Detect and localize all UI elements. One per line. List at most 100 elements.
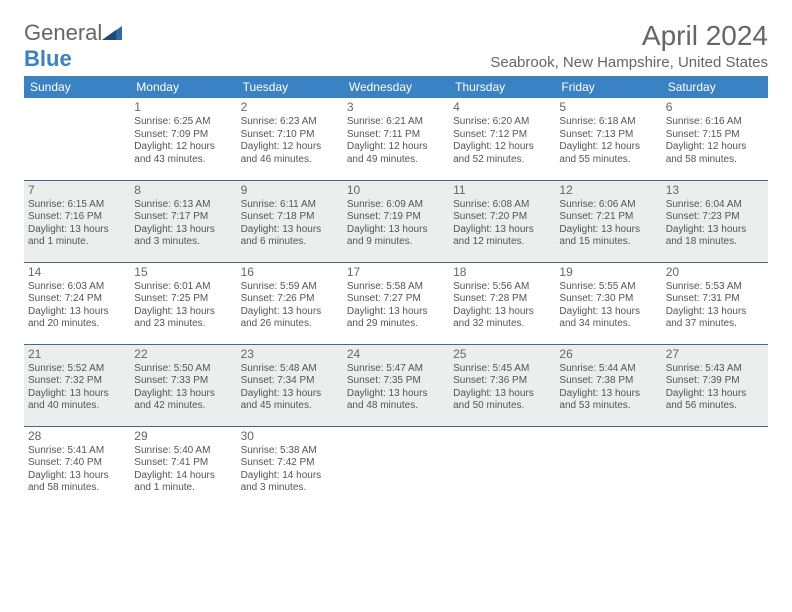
day-detail-line: Daylight: 13 hours [559,388,657,401]
day-number: 19 [559,265,657,280]
day-detail-line: Daylight: 13 hours [559,224,657,237]
day-detail-line: Sunset: 7:15 PM [666,129,764,142]
day-detail-line: Daylight: 13 hours [453,306,551,319]
calendar-header-row: SundayMondayTuesdayWednesdayThursdayFrid… [24,76,768,98]
day-detail-line: Daylight: 13 hours [347,388,445,401]
day-detail-line: Sunset: 7:16 PM [28,211,126,224]
day-detail-line: Sunset: 7:23 PM [666,211,764,224]
day-number: 12 [559,183,657,198]
day-detail-line: Daylight: 12 hours [134,141,232,154]
day-detail-line: and 1 minute. [134,482,232,495]
day-detail-line: and 43 minutes. [134,154,232,167]
day-detail-line: Sunrise: 6:03 AM [28,281,126,294]
day-detail-line: Sunrise: 6:18 AM [559,116,657,129]
calendar-day-cell: 9Sunrise: 6:11 AMSunset: 7:18 PMDaylight… [237,180,343,262]
day-detail-line: and 1 minute. [28,236,126,249]
day-number: 24 [347,347,445,362]
day-number: 1 [134,100,232,115]
day-number: 5 [559,100,657,115]
weekday-header: Wednesday [343,76,449,98]
day-number: 26 [559,347,657,362]
day-detail-line: and 58 minutes. [666,154,764,167]
logo-text: GeneralBlue [24,20,122,72]
calendar-day-cell: 12Sunrise: 6:06 AMSunset: 7:21 PMDayligh… [555,180,661,262]
day-detail-line: Sunrise: 5:50 AM [134,363,232,376]
day-detail-line: Sunset: 7:36 PM [453,375,551,388]
calendar-week-row: 28Sunrise: 5:41 AMSunset: 7:40 PMDayligh… [24,426,768,508]
day-detail-line: Sunset: 7:39 PM [666,375,764,388]
day-detail-line: and 40 minutes. [28,400,126,413]
day-detail-line: Sunrise: 5:58 AM [347,281,445,294]
day-detail-line: Sunrise: 6:06 AM [559,199,657,212]
day-number: 9 [241,183,339,198]
day-detail-line: Daylight: 13 hours [28,388,126,401]
calendar-body: 1Sunrise: 6:25 AMSunset: 7:09 PMDaylight… [24,98,768,508]
day-number: 8 [134,183,232,198]
day-detail-line: Sunrise: 5:56 AM [453,281,551,294]
day-number: 14 [28,265,126,280]
day-detail-line: and 12 minutes. [453,236,551,249]
calendar-week-row: 7Sunrise: 6:15 AMSunset: 7:16 PMDaylight… [24,180,768,262]
day-detail-line: Sunset: 7:38 PM [559,375,657,388]
day-number: 27 [666,347,764,362]
day-detail-line: Daylight: 12 hours [666,141,764,154]
day-detail-line: and 32 minutes. [453,318,551,331]
day-number: 18 [453,265,551,280]
day-detail-line: Sunrise: 5:53 AM [666,281,764,294]
day-detail-line: Sunrise: 6:23 AM [241,116,339,129]
calendar-day-cell: 11Sunrise: 6:08 AMSunset: 7:20 PMDayligh… [449,180,555,262]
title-block: April 2024 Seabrook, New Hampshire, Unit… [490,20,768,71]
calendar-day-cell: 23Sunrise: 5:48 AMSunset: 7:34 PMDayligh… [237,344,343,426]
day-detail-line: Sunset: 7:13 PM [559,129,657,142]
day-detail-line: and 34 minutes. [559,318,657,331]
day-detail-line: Daylight: 13 hours [666,306,764,319]
calendar-week-row: 21Sunrise: 5:52 AMSunset: 7:32 PMDayligh… [24,344,768,426]
calendar-week-row: 14Sunrise: 6:03 AMSunset: 7:24 PMDayligh… [24,262,768,344]
day-detail-line: Daylight: 13 hours [28,224,126,237]
day-number: 3 [347,100,445,115]
day-detail-line: Daylight: 13 hours [666,388,764,401]
day-detail-line: and 55 minutes. [559,154,657,167]
day-detail-line: Daylight: 13 hours [28,306,126,319]
weekday-header: Sunday [24,76,130,98]
weekday-header: Friday [555,76,661,98]
day-detail-line: Sunset: 7:09 PM [134,129,232,142]
day-number: 2 [241,100,339,115]
day-detail-line: Sunset: 7:11 PM [347,129,445,142]
calendar-day-cell [662,426,768,508]
calendar-day-cell: 27Sunrise: 5:43 AMSunset: 7:39 PMDayligh… [662,344,768,426]
calendar-day-cell [24,98,130,180]
day-detail-line: and 18 minutes. [666,236,764,249]
calendar-day-cell: 16Sunrise: 5:59 AMSunset: 7:26 PMDayligh… [237,262,343,344]
calendar-day-cell: 24Sunrise: 5:47 AMSunset: 7:35 PMDayligh… [343,344,449,426]
logo-triangle-icon [102,26,122,40]
day-detail-line: Daylight: 14 hours [134,470,232,483]
calendar-day-cell: 4Sunrise: 6:20 AMSunset: 7:12 PMDaylight… [449,98,555,180]
day-detail-line: Sunrise: 6:16 AM [666,116,764,129]
calendar-day-cell: 3Sunrise: 6:21 AMSunset: 7:11 PMDaylight… [343,98,449,180]
day-detail-line: Daylight: 13 hours [134,224,232,237]
day-detail-line: and 20 minutes. [28,318,126,331]
day-detail-line: Sunrise: 6:09 AM [347,199,445,212]
day-detail-line: Sunrise: 6:04 AM [666,199,764,212]
day-detail-line: Daylight: 13 hours [347,306,445,319]
day-number: 29 [134,429,232,444]
weekday-header: Tuesday [237,76,343,98]
day-detail-line: Sunrise: 5:43 AM [666,363,764,376]
day-detail-line: Sunrise: 6:11 AM [241,199,339,212]
day-detail-line: Daylight: 13 hours [666,224,764,237]
day-number: 17 [347,265,445,280]
day-detail-line: Sunset: 7:34 PM [241,375,339,388]
day-detail-line: and 15 minutes. [559,236,657,249]
day-detail-line: and 49 minutes. [347,154,445,167]
day-detail-line: Sunset: 7:31 PM [666,293,764,306]
day-detail-line: and 50 minutes. [453,400,551,413]
day-detail-line: Sunset: 7:10 PM [241,129,339,142]
calendar-day-cell: 18Sunrise: 5:56 AMSunset: 7:28 PMDayligh… [449,262,555,344]
calendar-week-row: 1Sunrise: 6:25 AMSunset: 7:09 PMDaylight… [24,98,768,180]
day-detail-line: and 29 minutes. [347,318,445,331]
day-number: 4 [453,100,551,115]
day-number: 11 [453,183,551,198]
day-detail-line: Sunset: 7:35 PM [347,375,445,388]
calendar-day-cell: 14Sunrise: 6:03 AMSunset: 7:24 PMDayligh… [24,262,130,344]
